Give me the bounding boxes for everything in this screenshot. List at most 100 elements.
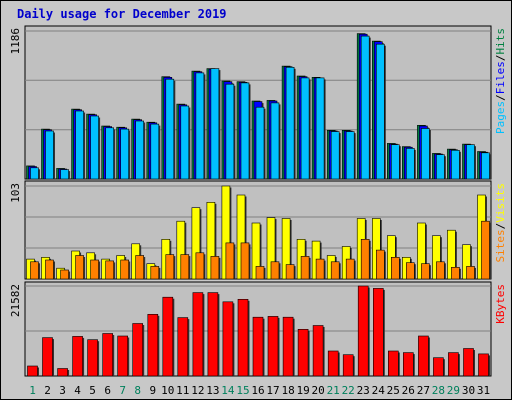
bar-pages-day-24: [375, 43, 385, 180]
kbytes-panel: 21582 KBytes: [9, 281, 507, 377]
bar-sites-day-19: [300, 256, 310, 280]
bar-sites-day-28: [436, 261, 445, 280]
bar-kbytes-day-14: [222, 301, 234, 377]
bar-pages-day-6: [105, 127, 114, 180]
day-label-5: 5: [89, 384, 96, 397]
bar-sites-day-1: [30, 261, 39, 280]
bar-pages-day-5: [90, 115, 99, 180]
bar-sites-day-6: [105, 260, 114, 280]
bar-sites-day-4: [75, 255, 84, 280]
day-label-14: 14: [221, 384, 235, 397]
bar-sites-day-27: [421, 263, 430, 280]
bar-kbytes-day-28: [433, 357, 444, 377]
bar-sites-day-2: [45, 259, 54, 280]
day-label-19: 19: [296, 384, 309, 397]
bar-sites-day-30: [466, 266, 475, 280]
chart-title: Daily usage for December 2019: [17, 7, 227, 21]
day-label-7: 7: [119, 384, 126, 397]
kbytes-legend: KBytes: [494, 284, 507, 324]
chart-panels: 1186Pages/Files/Hits103Sites/Visits21582…: [9, 25, 507, 377]
bar-sites-day-20: [315, 258, 325, 280]
legend-item-pages: Pages: [494, 101, 507, 134]
day-label-1: 1: [29, 384, 36, 397]
bar-pages-day-28: [436, 154, 445, 180]
bar-sites-day-25: [390, 256, 400, 280]
bar-sites-day-3: [60, 269, 69, 280]
bar-kbytes-day-19: [297, 328, 309, 377]
bar-kbytes-day-11: [177, 317, 189, 377]
bar-kbytes-day-4: [72, 336, 83, 377]
bar-sites-day-23: [360, 239, 370, 280]
day-label-17: 17: [266, 384, 279, 397]
day-label-12: 12: [191, 384, 204, 397]
day-label-24: 24: [372, 384, 386, 397]
bar-pages-day-20: [315, 77, 325, 180]
bar-sites-day-16: [255, 266, 265, 280]
bar-kbytes-day-2: [42, 337, 53, 377]
bar-pages-day-9: [150, 123, 160, 180]
day-label-16: 16: [251, 384, 264, 397]
bar-pages-day-12: [195, 72, 205, 180]
bar-sites-day-26: [405, 262, 415, 280]
legend-separator: /: [494, 94, 507, 101]
visits-sites-panel: 103 Sites/Visits: [9, 180, 507, 280]
day-label-11: 11: [176, 384, 189, 397]
bar-kbytes-day-17: [267, 316, 279, 377]
bar-pages-day-19: [300, 77, 310, 180]
bar-kbytes-day-29: [448, 352, 459, 377]
day-label-21: 21: [327, 384, 340, 397]
bar-sites-day-7: [120, 259, 129, 280]
bar-kbytes-day-6: [102, 333, 113, 377]
bar-pages-day-4: [75, 110, 84, 180]
bar-kbytes-day-24: [372, 288, 384, 377]
bar-kbytes-day-23: [357, 285, 369, 377]
bar-sites-day-21: [330, 261, 340, 280]
bar-pages-day-26: [405, 148, 415, 180]
bar-pages-day-25: [390, 144, 400, 180]
bar-kbytes-day-26: [402, 352, 414, 377]
day-label-29: 29: [447, 384, 460, 397]
bar-kbytes-day-27: [418, 335, 429, 377]
bar-kbytes-day-30: [463, 348, 474, 377]
bar-pages-day-27: [421, 128, 430, 180]
day-label-28: 28: [432, 384, 445, 397]
bar-kbytes-day-20: [312, 325, 324, 377]
bar-kbytes-day-7: [117, 335, 128, 377]
bar-kbytes-day-31: [478, 353, 489, 377]
bar-sites-day-29: [451, 266, 460, 280]
bar-kbytes-day-8: [132, 323, 143, 377]
bar-pages-day-23: [360, 35, 370, 180]
bar-kbytes-day-25: [387, 350, 399, 377]
day-label-9: 9: [149, 384, 156, 397]
day-label-6: 6: [104, 384, 111, 397]
bar-pages-day-7: [120, 128, 129, 180]
bar-sites-day-31: [481, 220, 490, 280]
kbytes-ymax-label: 21582: [9, 284, 22, 317]
day-label-30: 30: [462, 384, 475, 397]
bar-kbytes-day-16: [252, 316, 264, 377]
bar-pages-day-2: [45, 130, 54, 180]
bar-kbytes-day-12: [192, 292, 204, 377]
legend-item-hits: Hits: [494, 28, 507, 55]
bar-sites-day-18: [285, 264, 295, 280]
bar-pages-day-30: [466, 144, 475, 180]
day-label-20: 20: [311, 384, 324, 397]
bar-pages-day-14: [225, 83, 235, 180]
day-label-15: 15: [236, 384, 249, 397]
day-label-22: 22: [342, 384, 355, 397]
bar-kbytes-day-9: [147, 313, 159, 377]
bar-kbytes-day-13: [207, 292, 219, 377]
day-label-27: 27: [417, 384, 430, 397]
bar-pages-day-17: [270, 102, 280, 180]
legend-item-kbytes: KBytes: [494, 284, 507, 324]
visits-sites-ymax-label: 103: [9, 183, 22, 203]
bar-pages-day-21: [330, 131, 340, 180]
day-label-3: 3: [59, 384, 66, 397]
day-axis-labels: 1 2 3 4 5 6 7 8 9 10 11 12 13 14 15 16 17 18 19 20 21 22 23 24 2…: [29, 384, 490, 397]
bar-kbytes-day-15: [237, 298, 249, 377]
legend-separator: /: [494, 55, 507, 62]
day-label-31: 31: [477, 384, 490, 397]
bar-pages-day-13: [210, 68, 220, 180]
